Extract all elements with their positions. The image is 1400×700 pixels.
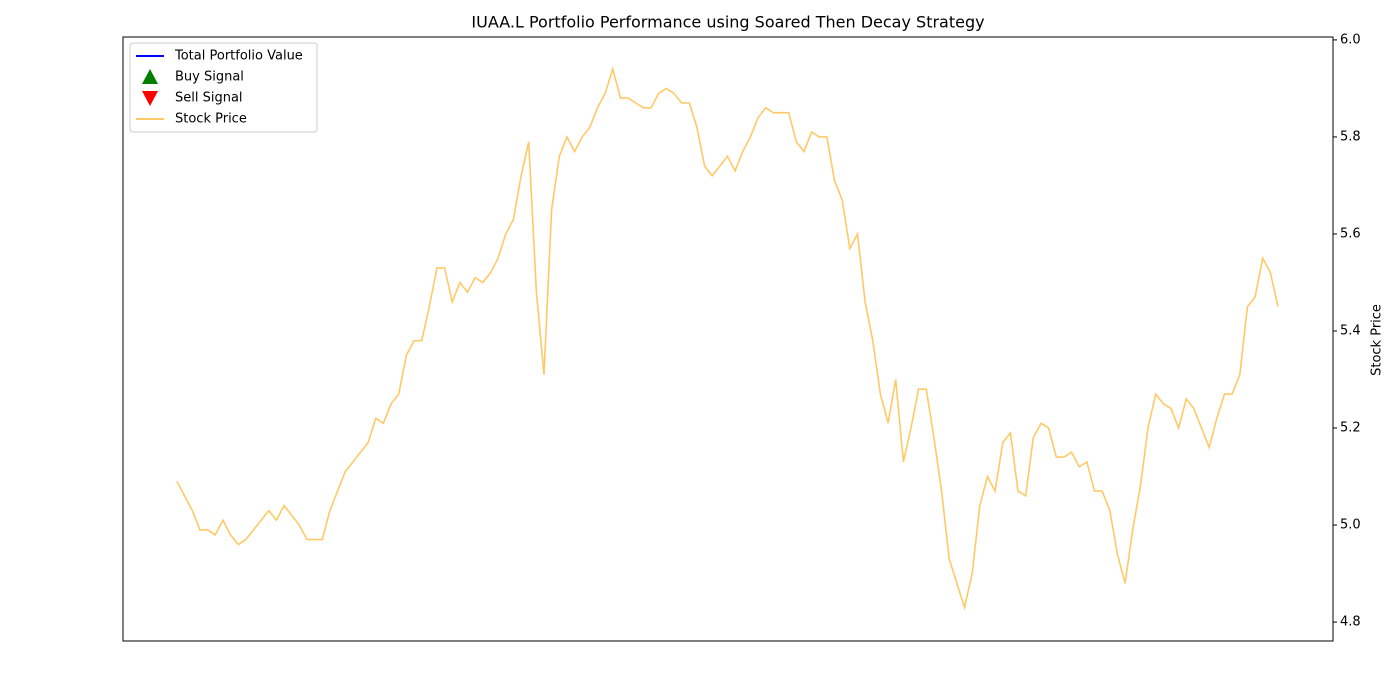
y2-tick-label: 5.0 [1340,518,1361,533]
legend-label: Buy Signal [175,70,244,85]
legend-marker [142,91,158,106]
y2-tick-label: 5.4 [1340,323,1361,338]
legend-box [129,42,318,133]
legend-label: Total Portfolio Value [174,49,303,64]
legend: Total Portfolio Value Buy Signal Sell Sign… [129,42,318,133]
y2-tick-label: 6.0 [1340,32,1361,47]
legend-label: Stock Price [175,112,247,127]
plot-frame [122,36,1334,642]
y2-axis-label: Stock Price [1370,304,1385,376]
legend-label: Sell Signal [175,91,243,106]
legend-marker [142,69,158,84]
y2-tick-label: 5.6 [1340,226,1361,241]
chart-title: IUAA.L Portfolio Performance using Soare… [471,13,984,32]
y2-tick-label: 5.8 [1340,129,1361,144]
y2-tick-label: 5.2 [1340,421,1361,436]
price-line [176,66,1279,611]
y2-tick-label: 4.8 [1340,615,1361,630]
